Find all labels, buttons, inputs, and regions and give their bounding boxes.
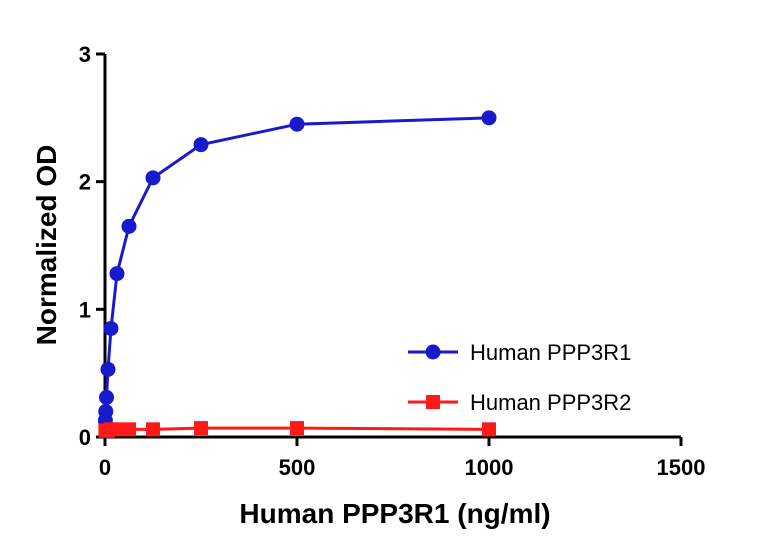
y-tick-label: 0 xyxy=(79,425,91,450)
data-point xyxy=(146,422,160,437)
data-point xyxy=(194,421,208,436)
data-point xyxy=(482,422,496,437)
x-tick-label: 1500 xyxy=(657,455,706,480)
data-point xyxy=(145,170,161,186)
legend-marker xyxy=(426,395,440,409)
data-point xyxy=(103,320,119,336)
y-tick-label: 1 xyxy=(79,297,91,322)
x-axis-label: Human PPP3R1 (ng/ml) xyxy=(239,498,550,529)
legend-label: Human PPP3R2 xyxy=(470,390,631,415)
data-point xyxy=(98,403,114,419)
data-point xyxy=(122,422,136,437)
data-point xyxy=(481,110,497,126)
legend-label: Human PPP3R1 xyxy=(470,340,631,365)
data-point xyxy=(121,218,137,234)
x-tick-label: 0 xyxy=(99,455,111,480)
data-point xyxy=(110,422,124,437)
y-axis-label: Normalized OD xyxy=(31,145,62,346)
data-point xyxy=(100,361,116,377)
data-point xyxy=(193,137,209,153)
data-point xyxy=(109,266,125,282)
data-point xyxy=(290,421,304,436)
data-point xyxy=(98,389,114,405)
y-tick-label: 2 xyxy=(79,170,91,195)
y-tick-label: 3 xyxy=(79,42,91,67)
x-tick-label: 500 xyxy=(279,455,316,480)
data-point xyxy=(289,116,305,132)
legend-marker xyxy=(425,344,441,360)
series-line xyxy=(103,116,490,421)
x-tick-label: 1000 xyxy=(465,455,514,480)
